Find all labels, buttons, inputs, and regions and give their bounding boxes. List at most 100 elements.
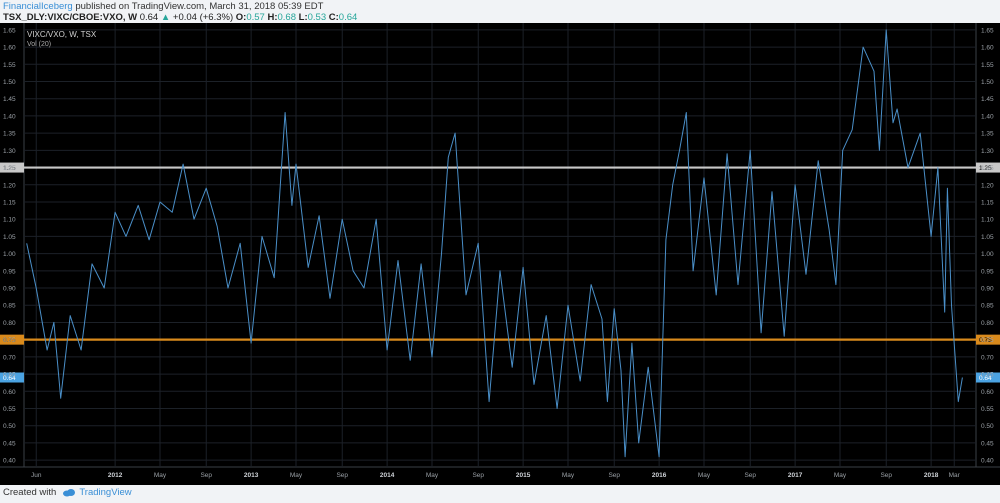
time-axis[interactable]: Jun 2012 May Sep 2013 May Sep 2014 May Sep 2015 May… — [31, 472, 961, 479]
y-tick-label: 1.50 — [981, 79, 994, 86]
y-tick-label: 1.20 — [981, 182, 994, 189]
y-tick-label: 0.85 — [3, 303, 16, 310]
y-tick-label: 0.75 — [3, 337, 16, 344]
last-price-label: 0.64 — [979, 375, 992, 382]
x-tick-label: May — [698, 472, 711, 479]
y-tick-label: 1.45 — [3, 96, 16, 103]
y-tick-label: 1.30 — [981, 148, 994, 155]
x-tick-label: May — [154, 472, 167, 479]
y-tick-label: 1.40 — [3, 113, 16, 120]
price-change: +0.04 (+6.3%) — [172, 12, 234, 23]
x-tick-label: Jun — [31, 472, 42, 479]
symbol-name: TSX_DLY:VIXC/CBOE:VXO, W — [3, 12, 138, 23]
y-tick-label: 0.50 — [981, 423, 994, 430]
publish-header: FinancialIceberg published on TradingVie… — [3, 1, 323, 12]
price-chart[interactable]: 1.25 1.25 0.75 0.75 0.64 0.64 1.65 1.60 1.55 1.… — [0, 23, 1000, 485]
series-layer: 0.64 0.64 — [0, 29, 1000, 458]
x-tick-label: Sep — [880, 472, 892, 479]
y-tick-label: 1.10 — [981, 217, 994, 224]
x-tick-label: May — [290, 472, 303, 479]
high-label: H: — [267, 12, 278, 23]
y-tick-label: 1.55 — [3, 62, 16, 69]
series-legend: VIXC/VXO, W, TSX — [27, 30, 97, 39]
y-tick-label: 0.40 — [3, 458, 16, 465]
x-tick-label: Sep — [744, 472, 756, 479]
y-tick-label: 1.10 — [3, 217, 16, 224]
x-tick-label: 2012 — [108, 472, 123, 479]
y-tick-label: 0.80 — [3, 320, 16, 327]
x-tick-label: Sep — [200, 472, 212, 479]
symbol-header: TSX_DLY:VIXC/CBOE:VXO, W 0.64 ▲ +0.04 (+… — [3, 12, 357, 23]
x-tick-label: Sep — [336, 472, 348, 479]
level-price-label: 1.25 — [3, 165, 16, 172]
last-price-tag — [976, 372, 1000, 383]
x-tick-label: 2014 — [380, 472, 395, 479]
y-tick-label: 1.40 — [981, 113, 994, 120]
volume-legend: Vol (20) — [27, 41, 51, 48]
tradingview-logo[interactable]: TradingView — [62, 487, 132, 498]
high-value: 0.68 — [277, 12, 297, 23]
y-tick-label: 1.55 — [981, 62, 994, 69]
x-tick-label: Sep — [608, 472, 620, 479]
up-arrow-icon: ▲ — [160, 12, 171, 23]
left-price-axis[interactable]: 1.65 1.60 1.55 1.50 1.45 1.40 1.35 1.30 1.25 1.20… — [3, 27, 16, 464]
level-price-label: 0.75 — [979, 337, 992, 344]
y-tick-label: 0.70 — [981, 354, 994, 361]
level-price-tag — [976, 162, 1000, 173]
cloud-icon — [63, 489, 76, 497]
author-link[interactable]: FinancialIceberg — [3, 1, 73, 12]
y-tick-label: 0.95 — [981, 268, 994, 275]
y-tick-label: 0.45 — [981, 440, 994, 447]
y-tick-label: 0.55 — [981, 406, 994, 413]
x-tick-label: May — [834, 472, 847, 479]
y-tick-label: 1.05 — [981, 234, 994, 241]
y-tick-label: 0.40 — [981, 458, 994, 465]
last-price-label: 0.64 — [3, 375, 16, 382]
created-with-text: Created with — [3, 487, 57, 498]
tradingview-brand: TradingView — [79, 487, 132, 498]
last-price: 0.64 — [139, 12, 159, 23]
y-tick-label: 0.60 — [3, 389, 16, 396]
y-tick-label: 0.65 — [3, 372, 16, 379]
y-tick-label: 1.35 — [3, 131, 16, 138]
x-tick-label: 2016 — [652, 472, 667, 479]
x-tick-label: 2015 — [516, 472, 531, 479]
y-tick-label: 1.00 — [3, 251, 16, 258]
y-tick-label: 0.55 — [3, 406, 16, 413]
y-tick-label: 1.60 — [981, 45, 994, 52]
y-tick-label: 0.75 — [981, 337, 994, 344]
x-tick-label: May — [562, 472, 575, 479]
low-value: 0.53 — [307, 12, 327, 23]
y-tick-label: 1.60 — [3, 45, 16, 52]
y-tick-label: 1.65 — [981, 27, 994, 34]
y-tick-label: 1.05 — [3, 234, 16, 241]
low-label: L: — [298, 12, 308, 23]
price-line[interactable] — [26, 29, 963, 458]
y-tick-label: 0.70 — [3, 354, 16, 361]
y-tick-label: 0.50 — [3, 423, 16, 430]
y-tick-label: 1.25 — [981, 165, 994, 172]
open-value: 0.57 — [246, 12, 265, 23]
level-price-label: 1.25 — [979, 165, 992, 172]
x-tick-label: 2013 — [244, 472, 259, 479]
y-tick-label: 1.20 — [3, 182, 16, 189]
close-value: 0.64 — [338, 12, 358, 23]
right-price-axis[interactable]: 1.65 1.60 1.55 1.50 1.45 1.40 1.35 1.30 1.25 1.20… — [981, 27, 994, 464]
y-tick-label: 1.00 — [981, 251, 994, 258]
x-tick-label: Mar — [949, 472, 961, 479]
x-tick-label: May — [426, 472, 439, 479]
y-tick-label: 0.80 — [981, 320, 994, 327]
published-text: published on TradingView.com, March 31, … — [75, 1, 324, 12]
y-tick-label: 0.85 — [981, 303, 994, 310]
level-price-label: 0.75 — [3, 337, 16, 344]
level-price-tag — [976, 334, 1000, 345]
open-label: O: — [235, 12, 247, 23]
y-tick-label: 0.45 — [3, 440, 16, 447]
y-tick-label: 1.35 — [981, 131, 994, 138]
x-tick-label: Sep — [472, 472, 484, 479]
y-tick-label: 1.65 — [3, 27, 16, 34]
close-label: C: — [328, 12, 339, 23]
y-tick-label: 1.15 — [981, 199, 994, 206]
level-price-tag — [0, 334, 24, 345]
y-tick-label: 0.95 — [3, 268, 16, 275]
